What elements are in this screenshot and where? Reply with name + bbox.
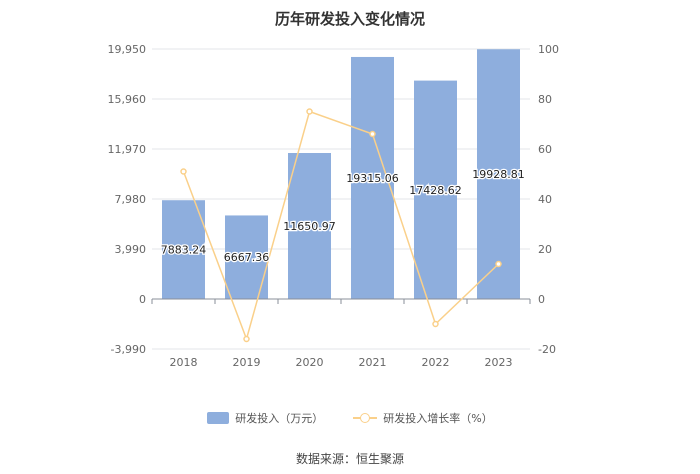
legend-bar-swatch (207, 412, 230, 424)
x-tick-label: 2018 (170, 356, 198, 369)
x-tick-label: 2021 (359, 356, 387, 369)
bar-value-label: 17428.62 (409, 184, 462, 197)
y-left-tick-label: 15,960 (108, 93, 147, 106)
bar-value-label: 11650.97 (283, 220, 336, 233)
bar-value-label: 6667.36 (224, 251, 270, 264)
growth-point (432, 320, 439, 328)
growth-point (306, 108, 313, 115)
growth-line (182, 110, 500, 342)
bar (414, 80, 457, 299)
y-right-tick-label: 40 (538, 193, 552, 206)
y-right-tick-label: 80 (538, 93, 552, 106)
y-left-tick-label: 19,950 (108, 43, 147, 56)
y-left-tick-label: 11,970 (108, 143, 147, 156)
y-left-tick-label: 3,990 (115, 243, 147, 256)
legend-item-line[interactable]: 研发投入增长率（%） (353, 410, 493, 426)
bar-value-label: 19315.06 (346, 172, 399, 185)
x-tick-label: 2019 (233, 356, 261, 369)
y-right-tick-label: -20 (538, 343, 556, 356)
x-tick-label: 2020 (296, 356, 324, 369)
bar-value-label: 19928.81 (472, 168, 525, 181)
bar (162, 200, 205, 299)
chart-legend: 研发投入（万元） 研发投入增长率（%） (0, 409, 700, 427)
legend-line-swatch (353, 412, 378, 424)
growth-point (243, 335, 250, 343)
legend-line-label: 研发投入增长率（%） (383, 412, 493, 425)
chart-title: 历年研发投入变化情况 (274, 10, 425, 28)
growth-point (369, 130, 376, 138)
legend-item-bar[interactable]: 研发投入（万元） (207, 410, 323, 426)
legend-bar-label: 研发投入（万元） (235, 412, 324, 425)
y-right-tick-label: 60 (538, 143, 552, 156)
growth-point (495, 260, 502, 268)
growth-point (180, 168, 187, 175)
bar (288, 152, 331, 299)
y-right-tick-label: 100 (538, 43, 559, 56)
data-source: 数据来源：恒生聚源 (295, 452, 404, 466)
y-left-tick-label: 7,980 (115, 193, 147, 206)
x-tick-label: 2023 (485, 356, 513, 369)
bar (477, 49, 520, 300)
y-left-tick-label: 0 (139, 293, 146, 306)
y-right-tick-label: 20 (538, 243, 552, 256)
y-right-tick-label: 0 (538, 293, 545, 306)
y-left-tick-label: -3,990 (111, 343, 146, 356)
x-tick-label: 2022 (422, 356, 450, 369)
bar-value-label: 7883.24 (161, 244, 207, 257)
